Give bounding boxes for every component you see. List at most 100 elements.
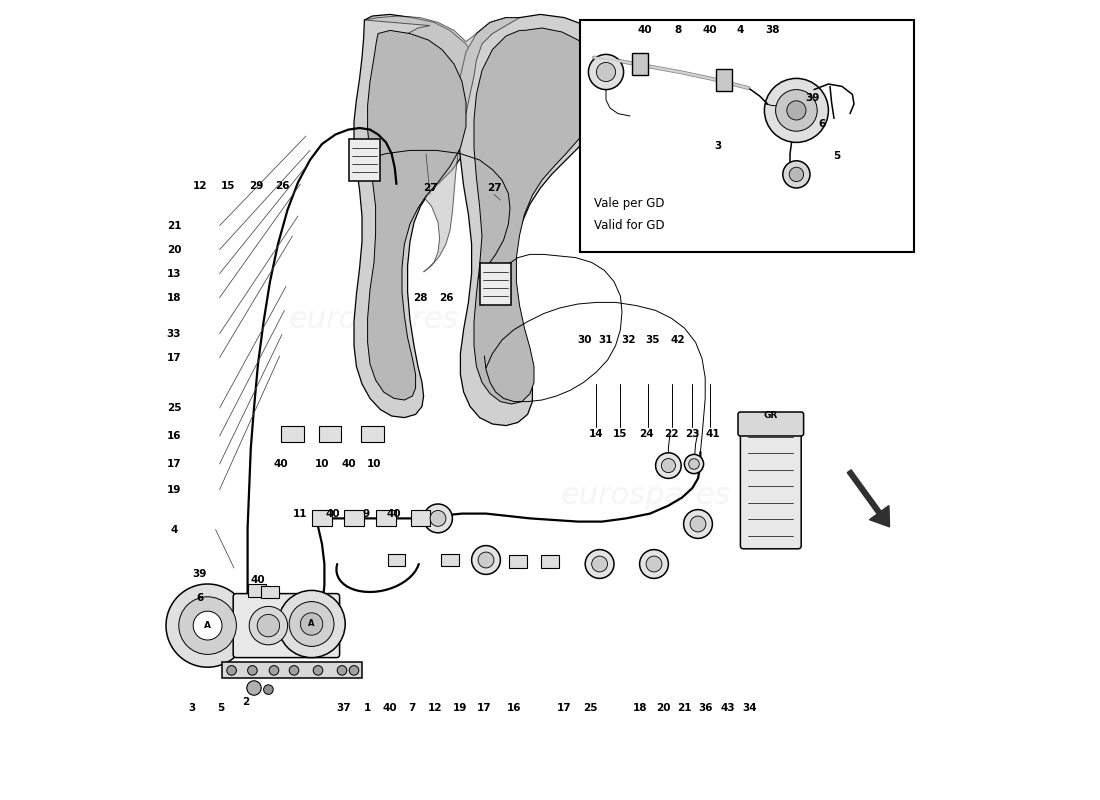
Text: 15: 15 (221, 181, 235, 190)
Text: 19: 19 (167, 485, 182, 494)
FancyBboxPatch shape (410, 510, 430, 526)
Circle shape (250, 606, 287, 645)
Text: 22: 22 (664, 429, 679, 438)
Bar (541, 555, 559, 568)
Circle shape (596, 62, 616, 82)
Text: 12: 12 (194, 181, 208, 190)
Text: 21: 21 (678, 703, 692, 713)
Text: 37: 37 (337, 703, 351, 713)
FancyBboxPatch shape (361, 426, 384, 442)
Circle shape (338, 666, 346, 675)
Text: 10: 10 (315, 459, 329, 469)
Polygon shape (474, 28, 602, 404)
Bar (509, 555, 527, 568)
Text: 33: 33 (167, 329, 182, 338)
FancyArrow shape (847, 470, 890, 527)
Text: 20: 20 (167, 245, 182, 254)
Circle shape (684, 454, 704, 474)
Bar (387, 554, 405, 566)
Text: 28: 28 (414, 293, 428, 302)
Text: 24: 24 (639, 429, 653, 438)
Text: 1: 1 (364, 703, 371, 713)
Circle shape (166, 584, 250, 667)
Text: 7: 7 (409, 703, 416, 713)
Text: 40: 40 (326, 509, 340, 518)
Text: 5: 5 (833, 151, 840, 161)
Circle shape (585, 550, 614, 578)
Circle shape (270, 666, 278, 675)
Circle shape (683, 510, 713, 538)
Text: 5: 5 (217, 703, 224, 713)
Circle shape (478, 552, 494, 568)
Text: 6: 6 (818, 119, 826, 129)
Text: 40: 40 (383, 703, 397, 713)
Circle shape (776, 90, 817, 131)
Circle shape (257, 614, 279, 637)
FancyBboxPatch shape (631, 53, 648, 75)
Circle shape (764, 78, 828, 142)
Circle shape (690, 516, 706, 532)
Circle shape (300, 613, 322, 635)
Text: 42: 42 (671, 335, 685, 345)
Text: 17: 17 (557, 703, 572, 713)
Text: 32: 32 (621, 335, 636, 345)
FancyBboxPatch shape (376, 510, 396, 526)
Circle shape (248, 666, 257, 675)
Text: 16: 16 (167, 431, 182, 441)
Text: 25: 25 (167, 403, 182, 413)
Text: 18: 18 (167, 293, 182, 302)
Text: Vale per GD: Vale per GD (594, 198, 664, 210)
Text: 39: 39 (192, 569, 207, 578)
FancyBboxPatch shape (740, 424, 801, 549)
Text: 26: 26 (275, 181, 289, 190)
Circle shape (588, 54, 624, 90)
Text: 17: 17 (167, 459, 182, 469)
Circle shape (783, 161, 810, 188)
Text: 40: 40 (387, 509, 402, 518)
Text: 40: 40 (637, 25, 651, 34)
Text: 16: 16 (507, 703, 521, 713)
Text: A: A (308, 619, 315, 629)
Text: 8: 8 (674, 25, 682, 34)
Text: 29: 29 (250, 181, 264, 190)
FancyBboxPatch shape (233, 594, 340, 658)
Circle shape (289, 602, 334, 646)
Polygon shape (458, 14, 616, 426)
Text: 14: 14 (590, 429, 604, 438)
Text: 30: 30 (578, 335, 592, 345)
FancyBboxPatch shape (282, 426, 304, 442)
Circle shape (424, 504, 452, 533)
Text: 12: 12 (428, 703, 442, 713)
Text: 27: 27 (422, 183, 438, 193)
Circle shape (646, 556, 662, 572)
Text: 18: 18 (632, 703, 647, 713)
Text: 40: 40 (251, 575, 265, 585)
Circle shape (656, 453, 681, 478)
Polygon shape (364, 16, 519, 272)
Polygon shape (354, 14, 482, 418)
Text: eurospares: eurospares (561, 482, 732, 510)
Text: 11: 11 (293, 509, 308, 518)
FancyBboxPatch shape (222, 662, 362, 678)
Circle shape (472, 546, 500, 574)
Text: 4: 4 (737, 25, 744, 34)
Circle shape (179, 597, 236, 654)
Text: 27: 27 (486, 183, 502, 193)
FancyBboxPatch shape (581, 20, 914, 252)
Text: 9: 9 (362, 509, 370, 518)
Text: 15: 15 (613, 429, 628, 438)
FancyBboxPatch shape (344, 510, 364, 526)
Text: 23: 23 (685, 429, 700, 438)
Text: 25: 25 (583, 703, 597, 713)
FancyBboxPatch shape (738, 412, 804, 436)
Text: 40: 40 (703, 25, 717, 34)
FancyBboxPatch shape (349, 139, 379, 181)
FancyBboxPatch shape (319, 426, 341, 442)
Text: 31: 31 (598, 335, 614, 345)
Text: 41: 41 (705, 429, 719, 438)
Circle shape (786, 101, 806, 120)
Bar (261, 586, 278, 598)
Bar (441, 554, 459, 566)
Text: 17: 17 (477, 703, 492, 713)
Text: 20: 20 (657, 703, 671, 713)
